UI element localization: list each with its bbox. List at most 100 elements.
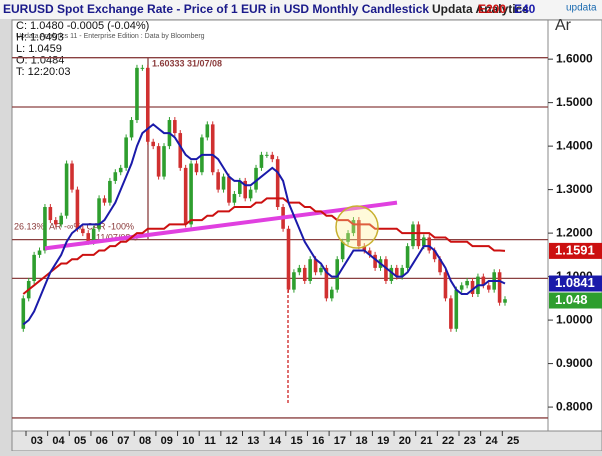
x-tick-label: 10 (182, 435, 194, 447)
candle-body (465, 280, 469, 286)
candle-body (232, 193, 237, 203)
x-tick-label: 17 (334, 435, 346, 447)
candle-body (194, 163, 199, 173)
candle-body (64, 163, 69, 216)
candle-body (205, 124, 210, 138)
candle-body (43, 207, 47, 251)
title-bar (0, 0, 602, 19)
candle-body (75, 189, 80, 229)
x-tick-label: 14 (269, 435, 282, 447)
candle-body (210, 124, 215, 173)
candle-body (373, 254, 377, 268)
candle-body (459, 285, 464, 290)
candle-body (216, 172, 220, 190)
x-tick-label: 16 (312, 435, 324, 447)
candle-body (443, 272, 448, 299)
candle-body (313, 259, 318, 273)
info-line: L: 1.0459 (16, 43, 62, 55)
corner: Ar (555, 17, 572, 34)
candle-body (340, 241, 345, 260)
last-value-box (549, 292, 602, 309)
candle-body (335, 259, 340, 290)
candle-body (70, 163, 74, 190)
x-tick-label: 15 (291, 435, 303, 447)
candle-body (481, 276, 486, 286)
candle-body (243, 180, 248, 199)
candle-body (470, 280, 475, 294)
candle-body (108, 180, 112, 203)
candle-body (351, 220, 356, 234)
candle-body (86, 233, 91, 242)
candle-body (162, 146, 166, 177)
candle-body (113, 172, 118, 181)
candle-body (346, 233, 350, 242)
candle-body (297, 267, 302, 273)
candle-body (270, 154, 275, 160)
info-line: T: 12:20:03 (16, 66, 70, 78)
info-line: H: 1.0493 (16, 31, 64, 43)
y-tick-label: 1.3000 (556, 182, 593, 196)
candle-body (319, 267, 323, 273)
candle-body (183, 167, 188, 225)
y-axis-area (547, 19, 602, 432)
candle-body (135, 67, 139, 121)
candle-body (59, 215, 63, 225)
candle-body (302, 267, 307, 281)
candle-body (292, 272, 296, 290)
y-tick-label: 1.6000 (556, 51, 593, 65)
candle-body (389, 267, 394, 281)
highlight-circle (335, 205, 379, 249)
y-tick-label: 0.8000 (556, 399, 593, 413)
last-value-label: 1.048 (555, 292, 588, 307)
x-tick-label: 03 (31, 435, 43, 447)
annotation: 26.13%, AR -∞%, CAR -100% (14, 221, 134, 231)
candle-body (227, 176, 231, 203)
candle-body (221, 176, 226, 190)
candle-body (330, 289, 334, 299)
candle-body (454, 289, 459, 329)
x-tick-label: 13 (247, 435, 259, 447)
candle-body (449, 298, 453, 329)
y-tick-label: 1.4000 (556, 138, 593, 152)
x-tick-label: 05 (74, 435, 86, 447)
candle-body (324, 267, 329, 299)
legend-entry: E40 (514, 2, 536, 16)
candle-body (357, 220, 361, 247)
last-value-box (549, 242, 602, 259)
last-value-box (549, 275, 602, 292)
ma-line (22, 197, 506, 295)
candle-body (140, 67, 145, 69)
candle-body (48, 207, 53, 221)
x-tick-label: 11 (204, 435, 216, 447)
candle-body (118, 167, 123, 173)
x-tick-label: 20 (399, 435, 411, 447)
x-tick-label: 19 (377, 435, 389, 447)
y-tick-label: 0.9000 (556, 356, 593, 370)
x-tick-label: 18 (355, 435, 367, 447)
info-line: O: 1.0484 (16, 54, 64, 66)
candle-body (237, 180, 242, 194)
candle-body (81, 228, 85, 234)
info-line: C: 1.0480 -0.0005 (-0.04%) (16, 20, 149, 32)
annotation: 1.60333 31/07/08 (152, 58, 222, 68)
candle-body (37, 250, 42, 255)
candle-body (151, 141, 155, 147)
y-tick-label: 1.2000 (556, 225, 593, 239)
candle-body (129, 120, 134, 138)
candle-body (173, 120, 177, 134)
candle-body (145, 67, 150, 142)
candle-body (427, 237, 432, 251)
x-tick-label: 06 (96, 435, 108, 447)
candle-body (189, 163, 193, 225)
x-tick-label: 21 (420, 435, 432, 447)
candle-body (497, 272, 502, 303)
candle-body (438, 259, 442, 273)
legend-entry: E200 (478, 2, 506, 16)
candle-body (432, 250, 437, 260)
candle-body (384, 259, 388, 281)
candle-body (486, 285, 491, 290)
candle-body (254, 167, 258, 190)
candle-body (53, 220, 58, 225)
